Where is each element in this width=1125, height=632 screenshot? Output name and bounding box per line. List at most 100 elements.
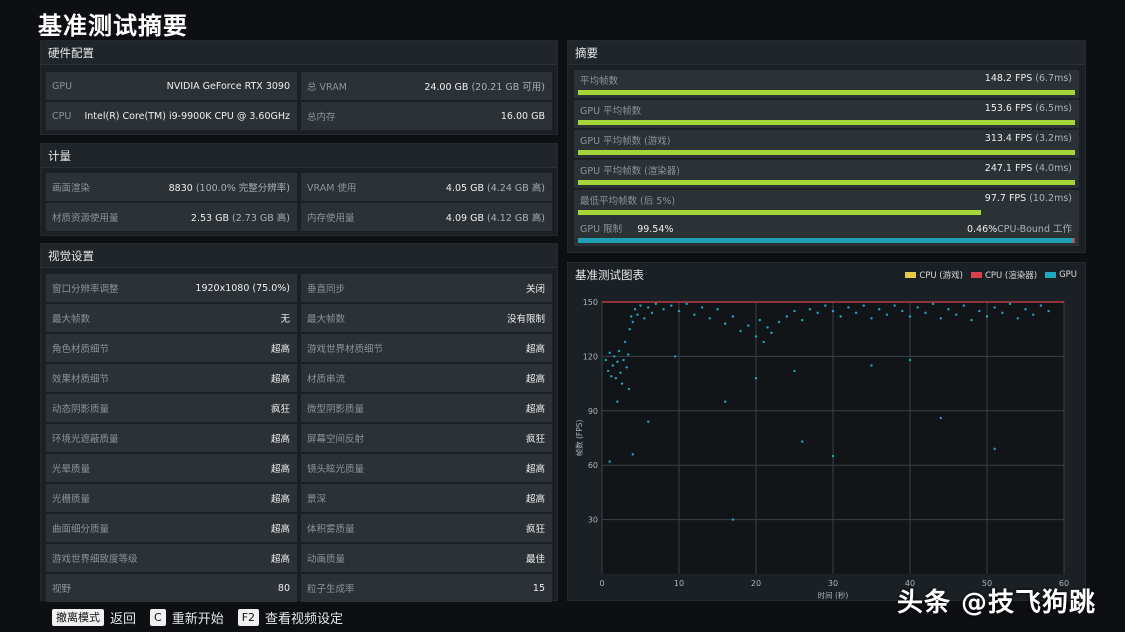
y-tick-label: 90 [588, 407, 598, 416]
summary-sub: (4.0ms) [1035, 163, 1072, 174]
gpu-data-point [924, 311, 927, 315]
visual-setting-row: 体积雾质量 疯狂 [301, 514, 552, 542]
chart-panel: 基准测试图表 CPU (游戏) CPU (渲染器) GPU 0 10 20 30 40 50 6… [567, 262, 1086, 601]
x-tick-label: 30 [828, 579, 838, 588]
metric-texture-value: 2.53 GB [190, 213, 229, 224]
gpu-data-point [650, 311, 654, 315]
visual-setting-row: 窗口分辨率调整 1920x1080 (75.0%) [46, 274, 297, 302]
visual-setting-label: 曲面细分质量 [52, 524, 110, 535]
x-tick-label: 40 [905, 579, 915, 588]
visual-setting-row: 镜头眩光质量 超高 [301, 454, 552, 482]
visual-setting-label: 屏幕空间反射 [307, 434, 365, 445]
gpu-limit-gpu-fill [578, 238, 1073, 243]
hw-ram: 总内存 16.00 GB [301, 102, 552, 130]
gpu-data-point [630, 315, 633, 318]
key-escape-mode[interactable]: 撤离模式 [52, 609, 104, 626]
visual-setting-label: 视野 [52, 584, 72, 595]
visual-setting-row: 光栅质量 超高 [46, 484, 297, 512]
gpu-data-point [754, 335, 758, 338]
gpu-data-point [1047, 309, 1050, 313]
summary-bar-fill [578, 90, 1075, 95]
y-tick-label: 150 [583, 298, 598, 307]
gpu-data-point [1032, 313, 1035, 316]
visual-setting-row: 光晕质量 超高 [46, 454, 297, 482]
metric-ram-value: 4.09 GB [445, 213, 484, 224]
legend-label: CPU (渲染器) [984, 271, 1038, 281]
gpu-limit-cpu-label: CPU-Bound 工作 [997, 224, 1072, 235]
gpu-data-point [673, 355, 677, 358]
gpu-data-point [985, 315, 989, 318]
visual-setting-row: 最大帧数 没有限制 [301, 304, 552, 332]
gpu-data-point [808, 308, 812, 311]
gpu-data-point [647, 306, 650, 309]
gpu-data-point [606, 369, 610, 373]
summary-panel-title: 摘要 [568, 41, 1085, 65]
metric-frames-sub: (100.0% 完整分辨率) [195, 183, 290, 194]
view-video-settings-action[interactable]: 查看视频设定 [265, 612, 344, 627]
hardware-panel: 硬件配置 GPU NVIDIA GeForce RTX 3090 总 VRAM 24… [40, 40, 558, 135]
metric-ram: 内存使用量 4.09 GB (4.12 GB 高) [301, 203, 552, 231]
visual-setting-value: 超高 [270, 434, 290, 445]
legend-label: GPU [1059, 270, 1077, 280]
gpu-data-point [625, 366, 628, 369]
visual-setting-row: 环境光遮蔽质量 超高 [46, 424, 297, 452]
gpu-data-point [862, 304, 865, 307]
visual-setting-row: 游戏世界细致度等级 超高 [46, 544, 297, 572]
key-f2[interactable]: F2 [237, 609, 260, 626]
gpu-data-point [739, 329, 742, 333]
visual-setting-value: 超高 [525, 404, 545, 415]
visual-setting-label: 窗口分辨率调整 [52, 284, 119, 295]
gpu-data-point [693, 313, 696, 316]
visual-setting-row: 游戏世界材质细节 超高 [301, 334, 552, 362]
gpu-data-point [785, 315, 788, 318]
summary-bar [578, 180, 1075, 185]
hw-ram-value: 16.00 GB [500, 110, 545, 122]
gpu-data-point [647, 420, 650, 423]
summary-value: 148.2 FPS [984, 73, 1033, 84]
metric-frames-value: 8830 [168, 183, 193, 194]
visual-setting-row: 屏幕空间反射 疯狂 [301, 424, 552, 452]
summary-label: 平均帧数 [580, 76, 619, 87]
visual-setting-value: 超高 [270, 494, 290, 505]
y-tick-label: 120 [583, 352, 598, 361]
gpu-data-point [878, 308, 881, 311]
gpu-data-point [993, 447, 996, 451]
benchmark-chart: 0 10 20 30 40 50 60 30 60 90 120 150 时间 (秒) 帧数 (FPS) [574, 298, 1069, 600]
gpu-data-point [724, 400, 727, 403]
visual-setting-value: 没有限制 [506, 314, 545, 325]
gpu-limit-cpu-pct: 0.46% [966, 224, 998, 235]
x-tick-label: 50 [982, 579, 992, 588]
gpu-limit-gpu-pct: 99.54% [637, 224, 674, 235]
gpu-data-point [901, 309, 904, 313]
page-title: 基准测试摘要 [38, 12, 188, 40]
metric-texture: 材质资源使用量 2.53 GB (2.73 GB 高) [46, 203, 297, 231]
metric-vram-sub: (4.24 GB 高) [487, 183, 545, 194]
visual-setting-label: 镜头眩光质量 [307, 464, 365, 475]
visual-setting-value: 超高 [270, 464, 290, 475]
summary-bar-fill [578, 150, 1075, 155]
gpu-data-point [1001, 311, 1004, 315]
gpu-data-point [616, 360, 619, 364]
gpu-data-point [758, 318, 762, 322]
visual-setting-value: 超高 [270, 344, 290, 355]
metric-ram-label: 内存使用量 [307, 213, 355, 224]
hw-vram: 总 VRAM 24.00 GB (20.21 GB 可用) [301, 72, 552, 100]
summary-value: 247.1 FPS [984, 163, 1033, 174]
gpu-data-point [1024, 308, 1027, 311]
gpu-data-point [970, 318, 973, 322]
gpu-data-point [708, 317, 711, 320]
gpu-data-point [654, 302, 658, 306]
visual-setting-label: 材质串流 [307, 374, 346, 385]
restart-action[interactable]: 重新开始 [171, 612, 224, 627]
gpu-data-point [610, 375, 613, 378]
visual-setting-label: 体积雾质量 [307, 524, 355, 535]
key-c[interactable]: C [150, 609, 166, 626]
visual-setting-label: 游戏世界细致度等级 [52, 554, 138, 565]
gpu-data-point [670, 304, 673, 307]
summary-bar [578, 210, 1075, 215]
legend-item: CPU (渲染器) [970, 269, 1038, 281]
visual-setting-value: 关闭 [525, 284, 545, 295]
summary-row: GPU 平均帧数 (游戏) 313.4 FPS (3.2ms) [574, 130, 1079, 158]
back-action[interactable]: 返回 [110, 612, 137, 627]
gpu-data-point [793, 369, 796, 373]
